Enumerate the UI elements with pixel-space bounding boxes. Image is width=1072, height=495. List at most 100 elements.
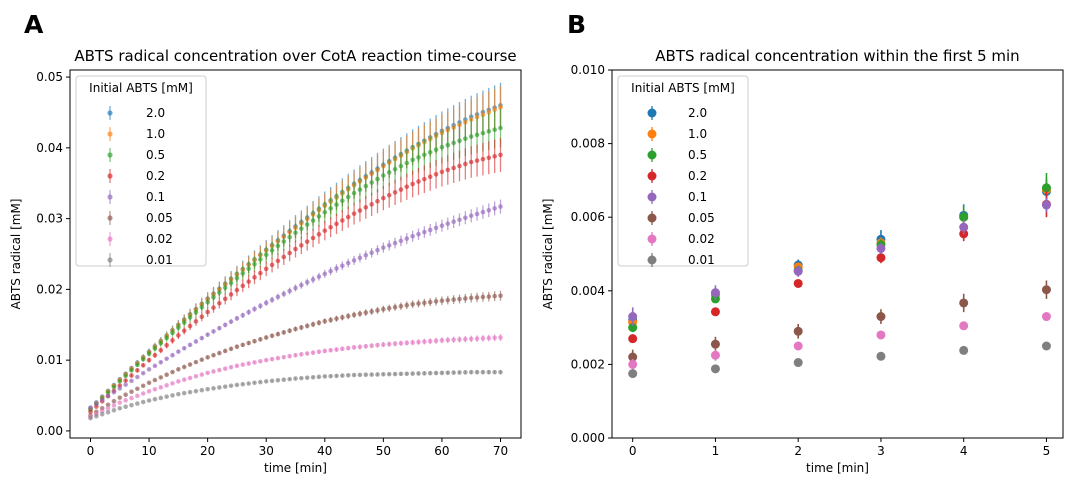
legend: Initial ABTS [mM] 2.0 1.0 0.5 0.2 0.1 0.05 0.02…	[75, 75, 207, 267]
data-point	[363, 252, 369, 258]
x-tick-label: 1	[712, 444, 720, 458]
data-point	[199, 314, 205, 320]
x-tick-label: 40	[317, 444, 332, 458]
data-point	[258, 337, 263, 342]
data-point	[176, 349, 181, 354]
data-point	[228, 383, 234, 389]
data-point	[427, 299, 433, 305]
data-point	[386, 371, 392, 377]
data-point	[217, 300, 222, 306]
data-point	[959, 321, 969, 331]
data-point	[492, 206, 497, 211]
data-point	[468, 134, 474, 139]
data-point	[123, 373, 128, 379]
data-point	[1041, 200, 1051, 210]
data-point	[123, 398, 128, 403]
data-point	[345, 372, 351, 378]
data-point	[240, 271, 246, 276]
data-point	[146, 388, 152, 394]
data-point	[140, 399, 146, 405]
data-point	[386, 305, 392, 311]
data-point	[304, 280, 310, 285]
data-point	[287, 328, 292, 334]
data-point	[416, 371, 421, 376]
data-point	[275, 258, 281, 264]
data-point	[275, 377, 281, 383]
legend-entry-2.0: 2.0	[146, 106, 165, 120]
data-point	[211, 305, 216, 310]
data-point	[369, 180, 374, 185]
data-point	[357, 344, 363, 350]
data-point	[351, 190, 357, 196]
data-point	[381, 245, 386, 250]
data-point	[299, 375, 304, 381]
data-point	[451, 297, 456, 302]
data-point	[363, 310, 369, 315]
data-point	[386, 341, 392, 347]
data-point	[392, 166, 398, 172]
data-point	[404, 302, 410, 308]
data-point	[281, 254, 287, 260]
data-point	[328, 347, 333, 353]
data-point	[281, 354, 287, 360]
data-point	[375, 342, 380, 348]
data-point	[793, 358, 803, 368]
data-point	[375, 372, 380, 377]
data-point	[205, 355, 210, 360]
data-point	[152, 387, 158, 392]
data-point	[445, 142, 451, 148]
data-point	[328, 224, 333, 230]
data-point	[275, 355, 281, 361]
data-point	[398, 371, 404, 377]
data-point	[439, 169, 445, 175]
legend-marker	[647, 129, 657, 139]
data-point	[205, 370, 210, 376]
data-point	[398, 163, 404, 169]
data-point	[135, 393, 140, 399]
data-point	[187, 389, 193, 395]
data-point	[99, 397, 105, 403]
data-point	[176, 379, 181, 384]
data-point	[258, 257, 263, 262]
data-point	[474, 211, 480, 217]
data-point	[287, 288, 292, 294]
data-point	[123, 404, 128, 410]
data-point	[275, 294, 281, 300]
data-point	[111, 403, 117, 408]
data-point	[427, 370, 433, 376]
data-point	[129, 368, 134, 373]
data-point	[88, 409, 93, 415]
data-point	[228, 364, 234, 370]
data-point	[1041, 341, 1051, 351]
data-point	[357, 311, 363, 317]
data-point	[263, 266, 269, 272]
data-point	[328, 268, 333, 274]
data-point	[369, 202, 374, 207]
legend-marker	[647, 150, 657, 160]
data-point	[181, 390, 187, 396]
data-point	[170, 393, 175, 398]
x-tick-label: 20	[200, 444, 215, 458]
data-point	[129, 402, 134, 408]
data-point	[140, 383, 146, 389]
data-point	[152, 396, 158, 402]
data-point	[94, 401, 99, 407]
data-point	[217, 325, 222, 331]
data-point	[492, 154, 497, 159]
legend: Initial ABTS [mM] 2.0 1.0 0.5 0.2 0.1 0.05 0.02…	[617, 75, 749, 267]
data-point	[375, 176, 380, 182]
data-point	[181, 320, 187, 325]
data-point	[468, 295, 474, 301]
data-point	[228, 280, 234, 286]
data-point	[293, 376, 298, 381]
data-point	[345, 260, 351, 266]
data-point	[304, 239, 310, 244]
data-point	[959, 212, 969, 222]
data-point	[222, 366, 228, 371]
data-point	[304, 222, 310, 227]
data-point	[468, 213, 474, 219]
data-point	[381, 173, 386, 178]
legend-title: Initial ABTS [mM]	[89, 81, 193, 95]
data-point	[176, 391, 181, 397]
data-point	[117, 379, 123, 384]
